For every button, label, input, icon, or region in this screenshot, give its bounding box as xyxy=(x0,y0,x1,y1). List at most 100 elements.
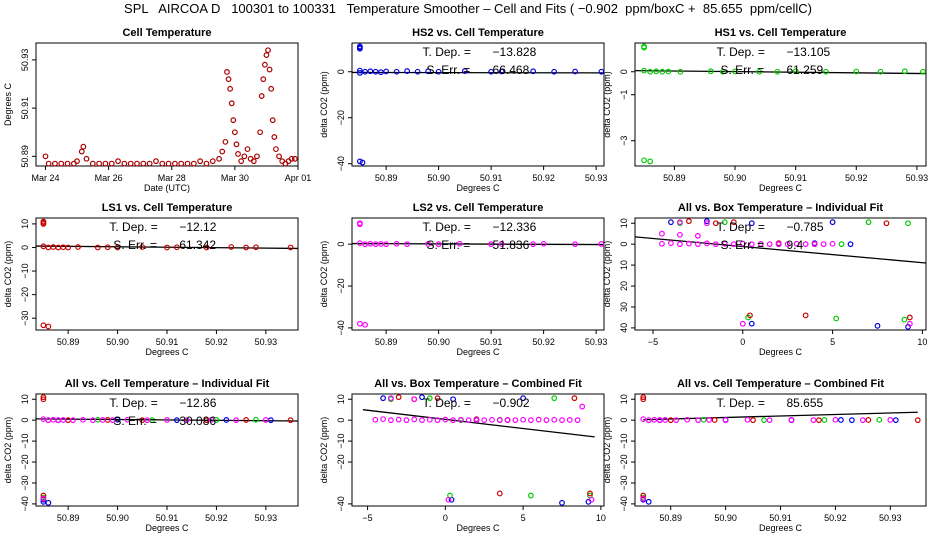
data-point-ls2 xyxy=(50,416,57,423)
data-point-ls2 xyxy=(262,417,269,423)
x-tick-label: 50.90 xyxy=(106,337,129,347)
data-point-ls2 xyxy=(703,220,710,227)
y-axis-label: delta CO2 (ppm) xyxy=(319,241,329,308)
fit-line xyxy=(643,411,918,421)
y-axis-label: delta CO2 (ppm) xyxy=(319,417,329,484)
data-point-ls2 xyxy=(393,240,400,247)
data-point-ls2 xyxy=(362,321,369,328)
data-point-hs2 xyxy=(367,68,374,75)
data-point-ls2 xyxy=(535,416,542,423)
data-point-hs1 xyxy=(647,158,654,165)
data-point-cell xyxy=(216,155,222,162)
data-point-cell xyxy=(171,160,178,167)
panel-2: HS2 vs. Cell Temperature 50.89 50.90 50.91 5… xyxy=(319,27,607,193)
x-tick-label: Apr 01 xyxy=(285,173,312,183)
data-point-hs2 xyxy=(748,220,755,227)
y-tick-label: 0 xyxy=(619,418,629,423)
data-point-hs2 xyxy=(45,499,52,506)
data-point-ls1 xyxy=(667,417,674,424)
data-point-ls1 xyxy=(40,396,47,403)
annotation-dep-value: −12.336 xyxy=(493,220,537,234)
data-point-ls1 xyxy=(816,417,822,424)
data-point-hs1 xyxy=(756,68,763,75)
x-tick-label: 5 xyxy=(830,337,835,347)
x-tick-label: 50.92 xyxy=(205,337,228,347)
panel-title: All vs. Cell Temperature – Individual Fi… xyxy=(65,378,270,390)
data-point-ls2 xyxy=(559,417,565,424)
data-point-ls1 xyxy=(203,244,210,251)
data-point-ls2 xyxy=(588,496,595,503)
data-point-ls2 xyxy=(489,416,495,423)
annotation-dep-label: T. Dep. = xyxy=(716,220,764,234)
data-point-ls1 xyxy=(243,417,249,423)
data-point-cell xyxy=(96,160,103,167)
data-point-ls2 xyxy=(748,241,755,248)
data-point-ls2 xyxy=(80,416,86,423)
y-tick-label: −30 xyxy=(20,311,30,326)
data-point-hs1 xyxy=(833,315,840,322)
x-tick-label: 50.93 xyxy=(255,337,278,347)
data-point-ls1 xyxy=(65,244,72,251)
data-point-ls2 xyxy=(434,417,441,424)
x-tick-label: 50.92 xyxy=(205,513,228,523)
data-point-ls2 xyxy=(442,416,449,423)
data-point-hs1 xyxy=(901,316,908,323)
y-tick-label: −40 xyxy=(336,156,346,171)
x-axis-label: Degrees C xyxy=(759,523,803,533)
data-point-ls1 xyxy=(712,220,719,227)
panel-8: All vs. Box Temperature – Combined Fit −5… xyxy=(319,378,606,533)
data-point-cell xyxy=(227,85,234,92)
panel-1: Cell Temperature Mar 24 Mar 26 Mar 28 Mar 30… xyxy=(3,27,311,193)
data-point-ls2 xyxy=(395,416,402,423)
plot-frame xyxy=(634,393,927,507)
data-point-hs1 xyxy=(876,416,883,423)
x-axis-label: Date (UTC) xyxy=(144,183,190,193)
y-tick-label: 50.91 xyxy=(20,97,30,120)
y-tick-label: 10 xyxy=(20,219,30,229)
data-point-ls2 xyxy=(456,240,463,247)
x-tick-label: 50.90 xyxy=(724,173,747,183)
annotation-dep-label: T. Dep. = xyxy=(423,45,471,59)
y-tick-label: 10 xyxy=(20,394,30,404)
annotation-err-label: S. Err. = xyxy=(427,63,471,77)
data-point-hs2 xyxy=(380,395,387,402)
data-point-ls2 xyxy=(859,417,866,424)
x-tick-label: 50.91 xyxy=(769,513,792,523)
data-point-ls1 xyxy=(60,244,67,251)
data-point-ls2 xyxy=(572,241,579,248)
y-axis-label: delta CO2 (ppm) xyxy=(3,417,13,484)
panel-title: LS2 vs. Cell Temperature xyxy=(413,202,544,214)
data-point-ls1 xyxy=(287,417,294,424)
y-tick-label: −20 xyxy=(619,454,629,469)
annotation-err-label: S. Err. = xyxy=(720,238,764,252)
data-point-cell xyxy=(190,160,197,167)
data-point-hs2 xyxy=(645,498,652,505)
data-point-hs2 xyxy=(356,45,363,52)
data-point-cell xyxy=(74,158,80,165)
y-tick-label: −40 xyxy=(20,496,30,511)
data-point-ls2 xyxy=(498,241,505,247)
data-point-ls2 xyxy=(645,417,652,424)
data-point-ls1 xyxy=(114,244,121,251)
data-point-hs2 xyxy=(559,499,565,506)
y-axis-label: delta CO2 (ppm) xyxy=(602,71,612,138)
data-point-cell xyxy=(153,158,159,165)
panel-title: HS1 vs. Cell Temperature xyxy=(715,27,847,39)
data-point-cell xyxy=(178,160,185,167)
data-point-cell xyxy=(266,66,273,73)
y-tick-label: −1 xyxy=(619,90,629,100)
x-tick-label: Mar 24 xyxy=(31,173,59,183)
data-point-hs2 xyxy=(414,68,421,75)
x-axis-label: Degrees C xyxy=(145,523,189,533)
y-tick-label: −40 xyxy=(336,320,346,335)
data-point-hs1 xyxy=(865,219,872,226)
y-axis-label: delta CO2 (ppm) xyxy=(602,417,612,484)
y-tick-label: 40 xyxy=(619,323,629,333)
x-tick-label: 50.93 xyxy=(255,513,278,523)
data-point-hs1 xyxy=(659,68,666,75)
figure-title: SPL AIRCOA D 100301 to 100331 Temperatur… xyxy=(124,1,812,16)
x-tick-label: 50.90 xyxy=(714,513,737,523)
data-point-ls1 xyxy=(253,244,259,251)
x-axis-label: Degrees C xyxy=(456,183,500,193)
